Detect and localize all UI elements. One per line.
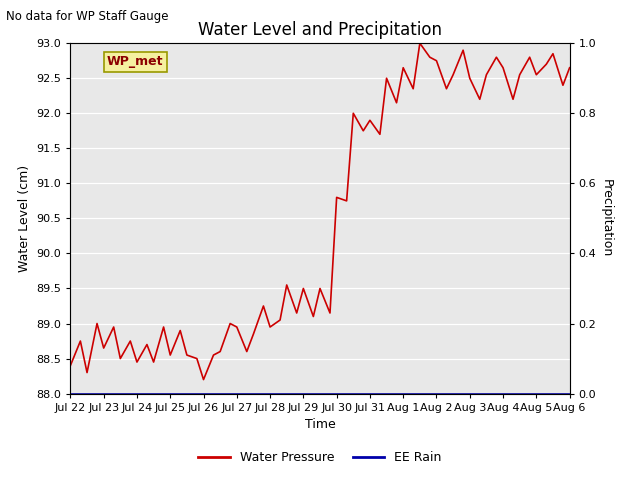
X-axis label: Time: Time [305,418,335,431]
Legend: Water Pressure, EE Rain: Water Pressure, EE Rain [193,446,447,469]
Y-axis label: Water Level (cm): Water Level (cm) [18,165,31,272]
Title: Water Level and Precipitation: Water Level and Precipitation [198,21,442,39]
Y-axis label: Precipitation: Precipitation [600,179,613,258]
Text: No data for WP Staff Gauge: No data for WP Staff Gauge [6,10,169,23]
Text: WP_met: WP_met [107,56,164,69]
